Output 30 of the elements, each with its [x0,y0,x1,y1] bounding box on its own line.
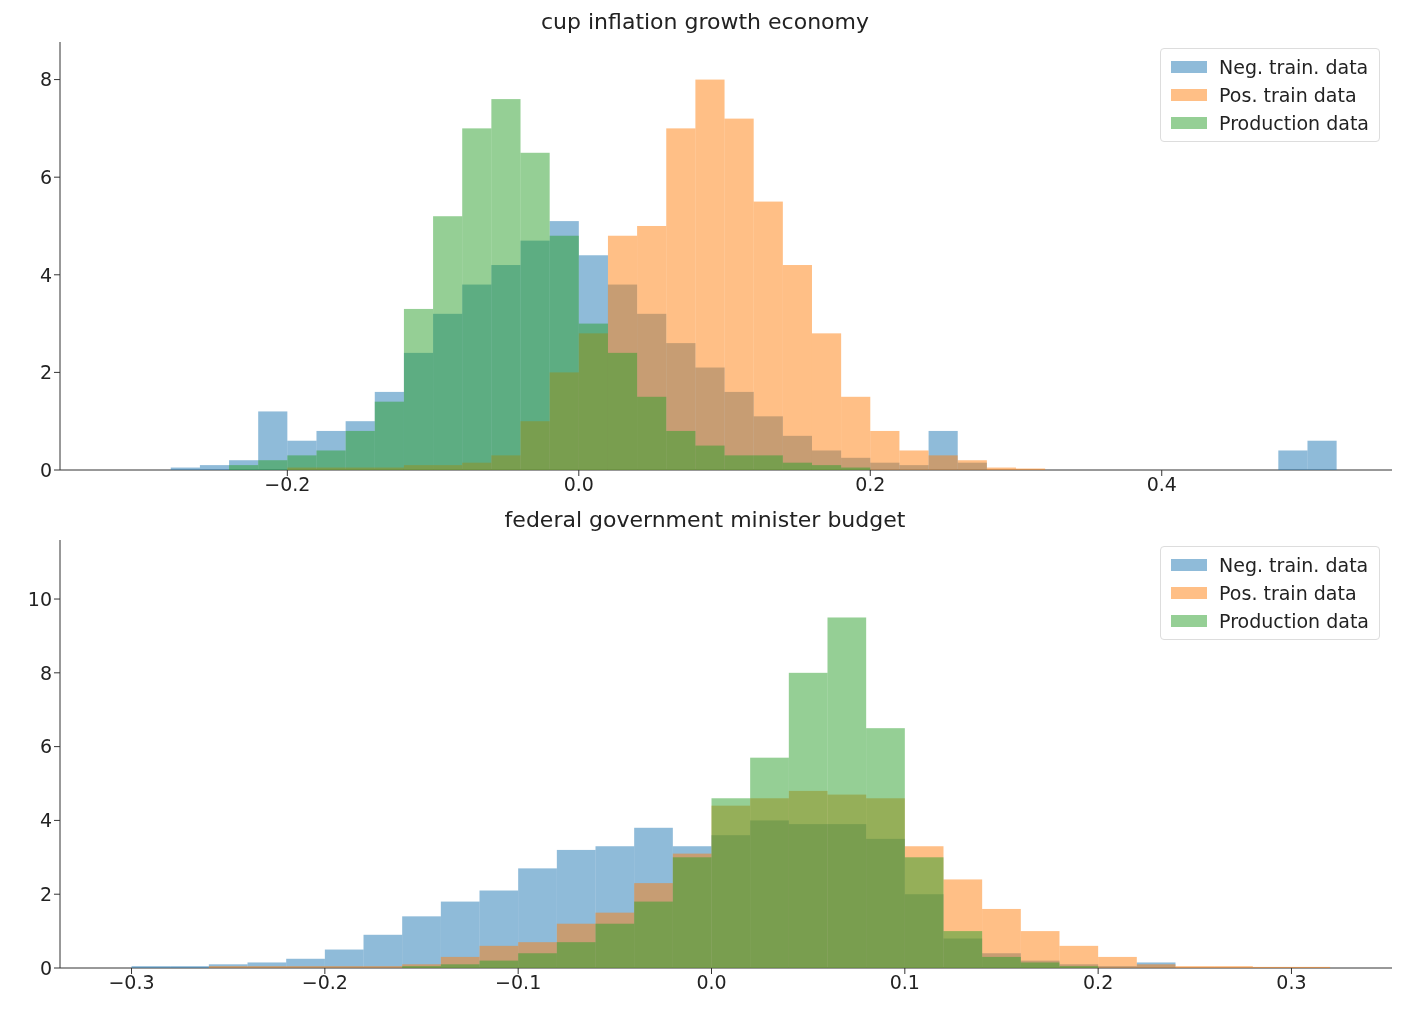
y-tick-label: 4 [39,263,52,286]
y-tick-label: 10 [27,587,52,610]
x-tick-label: 0.0 [563,473,594,496]
legend-label: Production data [1219,610,1369,632]
y-tick-label: 4 [39,809,52,832]
x-tick-label: 0.1 [889,971,920,994]
x-tick-label: −0.3 [108,971,155,994]
x-tick-label: −0.2 [264,473,311,496]
x-tick-label: 0.2 [1083,971,1114,994]
y-tick-label: 2 [39,361,52,384]
y-tick-label: 0 [39,956,52,979]
chart-title: federal government minister budget [503,506,907,534]
x-tick-label: 0.0 [696,971,727,994]
x-tick-label: 0.2 [855,473,886,496]
x-tick-label: −0.1 [495,971,542,994]
y-tick-label: 6 [39,165,52,188]
x-tick-label: 0.3 [1276,971,1307,994]
y-tick-label: 8 [39,661,52,684]
legend-label: Pos. train data [1219,84,1357,106]
y-tick-label: 0 [39,458,52,481]
y-tick-label: 2 [39,882,52,905]
x-tick-label: −0.2 [301,971,348,994]
legend-label: Neg. train. data [1219,554,1369,576]
legend-label: Pos. train data [1219,582,1357,604]
legend-label: Neg. train. data [1219,56,1369,78]
legend-label: Production data [1219,112,1369,134]
chart-title: cup inflation growth economy [540,8,870,36]
y-tick-label: 6 [39,735,52,758]
x-tick-label: 0.4 [1146,473,1177,496]
y-tick-label: 8 [39,68,52,91]
